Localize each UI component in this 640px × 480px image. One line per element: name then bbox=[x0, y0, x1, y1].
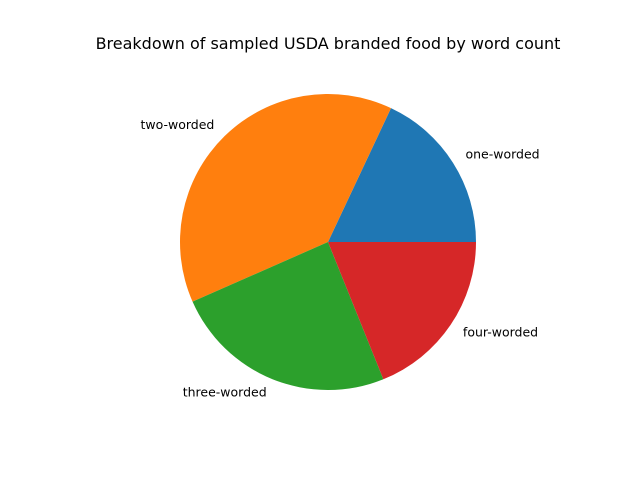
pie-slice-four-worded bbox=[328, 242, 476, 380]
pie-label-four-worded: four-worded bbox=[463, 325, 538, 340]
pie-slice-two-worded bbox=[179, 93, 392, 302]
pie-slice-three-worded bbox=[192, 242, 384, 390]
pie-label-two-worded: two-worded bbox=[140, 117, 214, 132]
pie-labels: one-worded two-worded three-worded four-wor… bbox=[140, 117, 539, 399]
pie-slice-one-worded bbox=[328, 108, 477, 242]
chart-title: Breakdown of sampled USDA branded food b… bbox=[96, 34, 561, 53]
pie-label-three-worded: three-worded bbox=[183, 384, 267, 399]
pie-slices bbox=[179, 93, 477, 390]
pie-label-one-worded: one-worded bbox=[465, 146, 539, 161]
